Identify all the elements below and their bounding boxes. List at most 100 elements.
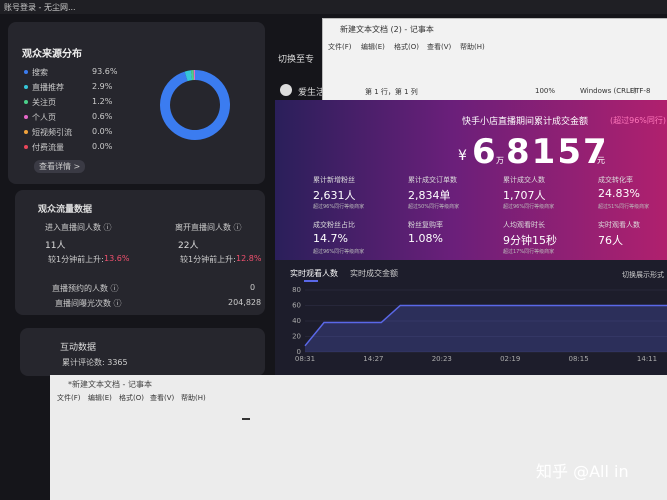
donut-segment: [184, 70, 193, 82]
metric-label: 累计成交人数: [503, 176, 545, 184]
source-name: 付费流量: [32, 143, 64, 152]
amount: 6: [472, 132, 496, 172]
legend-dot: [24, 85, 28, 89]
donut: [160, 70, 230, 140]
source-value: 2.9%: [92, 82, 113, 91]
switch-link[interactable]: 切换至专: [278, 55, 315, 65]
value: 0: [250, 283, 256, 292]
metric-label: 人均观看时长: [503, 221, 545, 229]
tab-underline: [304, 280, 318, 282]
y-tick-label: 40: [292, 317, 301, 325]
life-label: 爱生活: [298, 88, 326, 98]
label: 离开直播间人数 ⓘ: [175, 223, 242, 232]
notepad-bottom: [50, 375, 667, 500]
menu-item: 文件(F): [328, 43, 352, 51]
metric-value: 9分钟15秒: [503, 234, 557, 247]
dashboard-title: 快手小店直播期间累计成交金额: [462, 117, 589, 127]
title-bar: [0, 0, 667, 14]
y-tick-label: 0: [297, 348, 301, 356]
source-value: 0.0%: [92, 127, 113, 136]
interaction-panel: [20, 328, 265, 376]
label: 直播间曝光次数 ⓘ: [55, 299, 122, 308]
menu-item: 查看(V): [427, 43, 452, 51]
legend-dot: [24, 115, 28, 119]
switch-view[interactable]: 切换展示形式: [622, 271, 664, 279]
metric-note: 超过17%同行等级商家: [503, 249, 555, 255]
realtime-chart: 0 20 40 60 80 08:31 14:27 20:23 02:19 08:15 14:11: [292, 286, 667, 363]
label: 直播预约的人数 ⓘ: [52, 284, 119, 293]
change: 12.8%: [236, 254, 262, 263]
metric-value: 2,631人: [313, 189, 356, 202]
panel-title: 互动数据: [60, 343, 97, 353]
comments: 累计评论数: 3365: [62, 358, 128, 367]
value: 11人: [45, 241, 66, 251]
source-value: 93.6%: [92, 67, 118, 76]
source-name: 搜索: [32, 68, 48, 77]
tab[interactable]: 实时观看人数: [290, 269, 338, 278]
metric-value: 14.7%: [313, 232, 348, 245]
source-name: 短视频引流: [32, 128, 72, 137]
legend-dot: [24, 145, 28, 149]
menu-item: 格式(O): [394, 43, 419, 51]
legend-dot: [24, 100, 28, 104]
notepad-title: *新建文本文档 - 记事本: [68, 380, 152, 389]
metric-note: 超过96%同行等级商家: [503, 204, 555, 210]
notepad-title: 新建文本文档 (2) - 记事本: [340, 25, 434, 34]
menu-item: 文件(F): [57, 394, 81, 402]
x-tick-label: 14:11: [637, 355, 657, 363]
source-value: 1.2%: [92, 97, 113, 106]
x-tick-label: 08:31: [295, 355, 315, 363]
tab[interactable]: 实时成交金额: [350, 269, 398, 278]
label: 进入直播间人数 ⓘ: [45, 223, 112, 232]
y-tick-label: 60: [292, 302, 301, 310]
title-note: (超过96%同行): [610, 116, 667, 125]
source-name: 个人页: [32, 113, 56, 122]
metric-note: 超过51%同行等级商家: [598, 204, 650, 210]
traffic-panel: [15, 190, 265, 315]
metric-note: 超过50%同行等级商家: [408, 204, 460, 210]
metric-label: 成交转化率: [598, 176, 633, 184]
donut-segment: [160, 70, 230, 140]
menu-item: 帮助(H): [460, 43, 485, 51]
label: 较1分钟前上升:: [48, 255, 104, 264]
area: [305, 305, 667, 352]
menu-item: 编辑(E): [361, 43, 385, 51]
avatar: [280, 84, 292, 96]
status-item: 100%: [535, 87, 556, 95]
source-value: 0.0%: [92, 142, 113, 151]
source-name: 直播推荐: [32, 83, 64, 92]
metric-value: 1.08%: [408, 232, 443, 245]
metric-label: 成交粉丝占比: [313, 221, 355, 229]
metric-label: 实时观看人数: [598, 221, 640, 229]
menu-item: 查看(V): [150, 394, 175, 402]
window-title: 账号登录 - 无尘网...: [4, 3, 76, 12]
metric-note: 超过96%同行等级商家: [313, 204, 365, 210]
metric-value: 1,707人: [503, 189, 546, 202]
label: 较1分钟前上升:: [180, 255, 236, 264]
metric-label: 粉丝复购率: [408, 221, 443, 229]
panel-title: 观众来源分布: [22, 49, 82, 60]
legend-dot: [24, 70, 28, 74]
x-tick-label: 08:15: [569, 355, 589, 363]
details-button[interactable]: 查看详情 >: [34, 160, 86, 173]
notepad-top: [322, 18, 667, 102]
status-item: Windows (CRLF): [580, 87, 637, 95]
status-item: UTF-8: [630, 87, 651, 95]
y-tick-label: 20: [292, 333, 301, 341]
metric-value: 24.83%: [598, 187, 640, 200]
menu-item: 编辑(E): [88, 394, 112, 402]
panel-title: 观众流量数据: [38, 205, 93, 215]
watermark: 知乎 @All in: [536, 462, 629, 481]
menu-item: 格式(O): [119, 394, 144, 402]
metric-note: 超过96%同行等级商家: [313, 249, 365, 255]
status-item: 第 1 行，第 1 列: [365, 88, 418, 96]
source-value: 0.6%: [92, 112, 113, 121]
change: 13.6%: [104, 254, 130, 263]
x-tick-label: 20:23: [432, 355, 452, 363]
line: [304, 304, 667, 347]
value: 204,828: [228, 298, 262, 307]
currency: ¥: [458, 148, 467, 164]
x-tick-label: 02:19: [500, 355, 520, 363]
legend-dot: [24, 130, 28, 134]
metric-value: 2,834单: [408, 189, 451, 202]
